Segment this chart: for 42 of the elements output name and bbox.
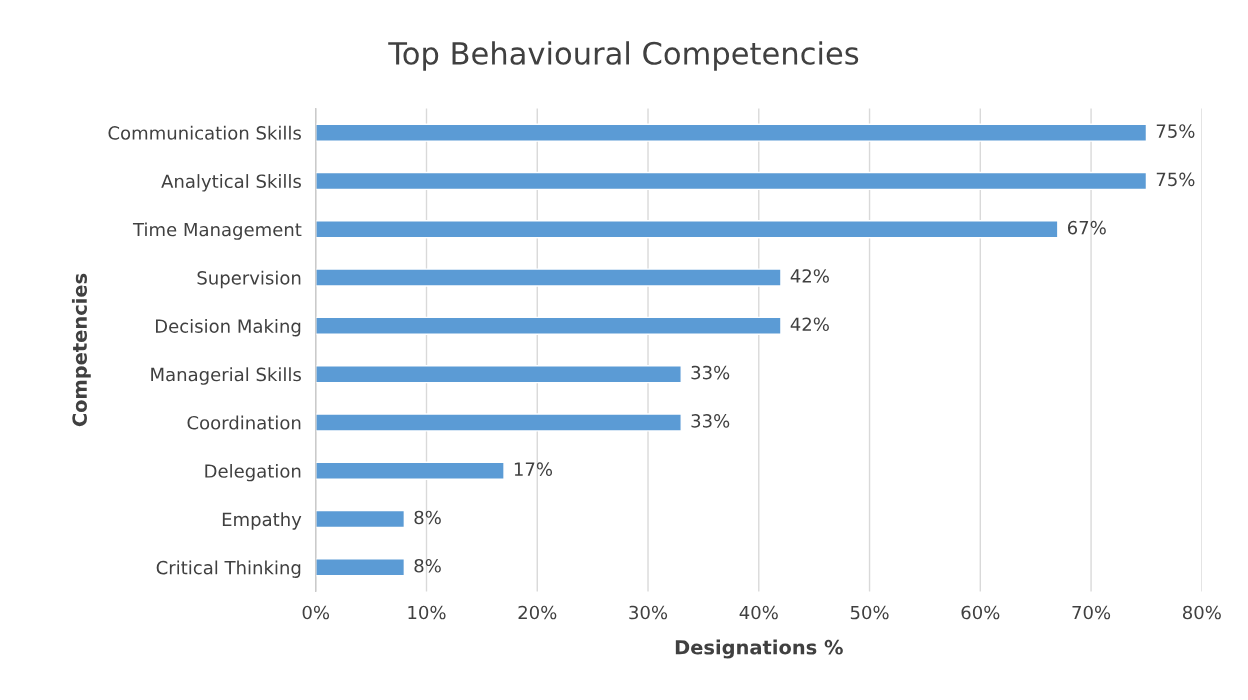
y-tick-label: Empathy bbox=[222, 512, 302, 530]
y-tick-label: Managerial Skills bbox=[151, 367, 301, 385]
bar bbox=[315, 558, 406, 577]
data-label: 67% bbox=[1067, 220, 1106, 235]
y-axis-title: Competencies bbox=[71, 273, 91, 427]
bar bbox=[315, 413, 682, 432]
y-tick-label: Decision Making bbox=[156, 318, 301, 337]
x-tick-label: 50% bbox=[850, 605, 889, 620]
x-axis-title: Designations % bbox=[675, 639, 843, 659]
bar bbox=[315, 365, 682, 384]
bar bbox=[315, 461, 505, 480]
data-label: 8% bbox=[414, 510, 441, 525]
data-label: 42% bbox=[790, 317, 829, 332]
x-tick-label: 10% bbox=[408, 605, 446, 620]
y-tick-label: Analytical Skills bbox=[161, 174, 301, 192]
bar bbox=[315, 123, 1148, 142]
bar bbox=[315, 509, 406, 529]
y-tick-label: Critical Thinking bbox=[156, 560, 301, 578]
bar bbox=[315, 316, 782, 335]
data-label: 8% bbox=[414, 558, 441, 573]
chart-title: Top Behavioural Competencies bbox=[388, 41, 859, 71]
data-label: 75% bbox=[1156, 172, 1195, 187]
bar bbox=[315, 268, 782, 287]
x-tick-label: 20% bbox=[518, 605, 557, 620]
x-tick-label: 60% bbox=[961, 605, 1000, 620]
bar bbox=[315, 220, 1059, 239]
x-tick-label: 30% bbox=[629, 605, 668, 620]
y-tick-label: Supervision bbox=[197, 270, 301, 289]
x-tick-label: 80% bbox=[1182, 605, 1221, 620]
data-label: 33% bbox=[691, 365, 730, 380]
y-tick-label: Time Management bbox=[132, 222, 302, 240]
data-label: 42% bbox=[790, 269, 829, 283]
x-tick-label: 40% bbox=[739, 605, 778, 620]
x-tick-label: 70% bbox=[1072, 605, 1111, 620]
y-tick-label: Coordination bbox=[187, 415, 301, 430]
bar bbox=[315, 171, 1148, 191]
data-label: 17% bbox=[514, 462, 553, 476]
data-label: 33% bbox=[691, 414, 730, 428]
data-label: 75% bbox=[1156, 124, 1195, 138]
y-tick-label: Delegation bbox=[205, 463, 301, 482]
y-tick-label: Communication Skills bbox=[108, 125, 301, 140]
x-tick-label: 0% bbox=[302, 605, 330, 620]
